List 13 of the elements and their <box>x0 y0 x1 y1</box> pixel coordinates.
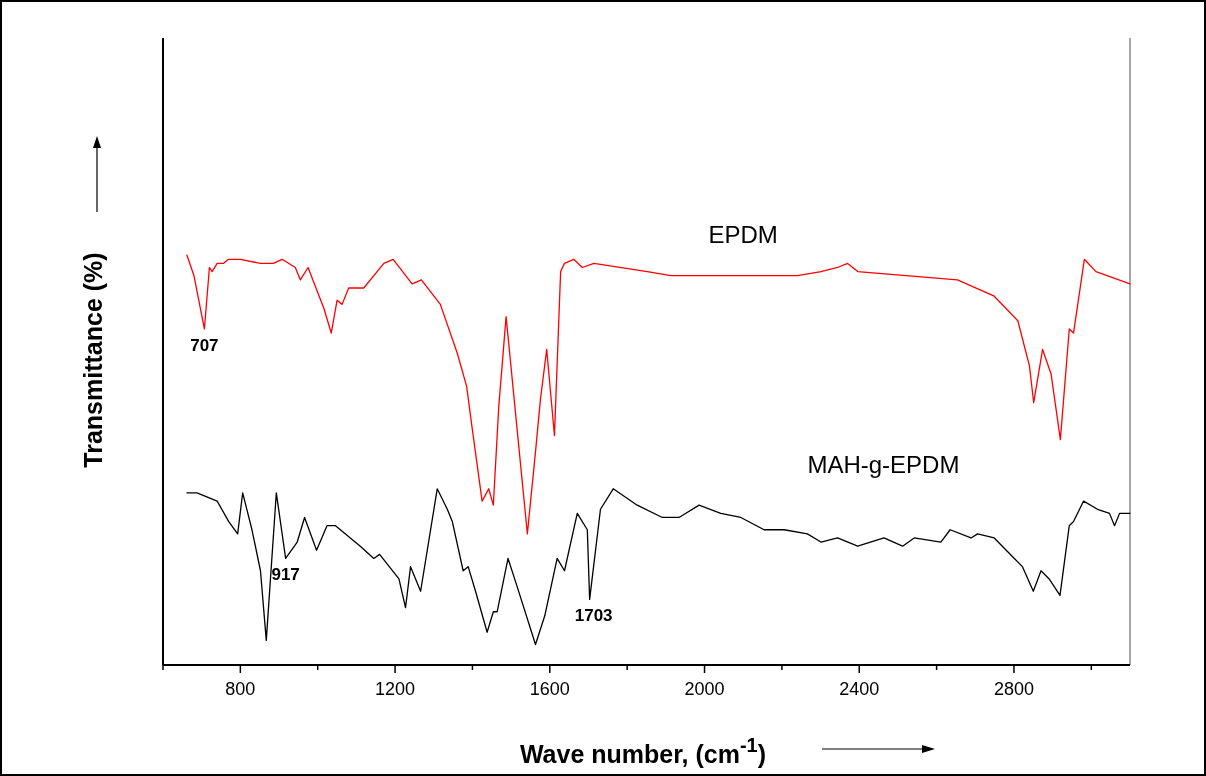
x-tick-label: 2400 <box>839 679 880 699</box>
series-label: EPDM <box>708 221 778 249</box>
x-tick-label: 1600 <box>529 679 570 699</box>
x-axis-title: Wave number, (cm$^{-1}$) <box>519 734 767 768</box>
annotation: 917 <box>271 565 300 585</box>
x-tick-label: 2000 <box>684 679 725 699</box>
y-axis-title: Transmittance (%) <box>79 252 107 468</box>
annotation: 1703 <box>574 606 613 626</box>
text: MAH-g-EPDM <box>807 450 960 478</box>
x-tick-label: 1200 <box>375 679 416 699</box>
annotation: 707 <box>190 335 219 355</box>
x-tick-label: 2800 <box>993 679 1034 699</box>
x-tick-label: 800 <box>225 679 256 699</box>
